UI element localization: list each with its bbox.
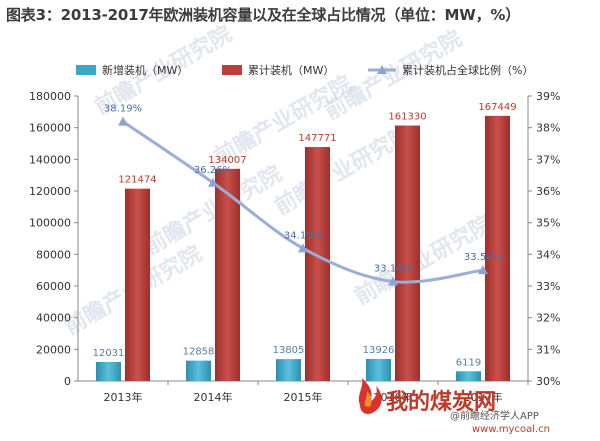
y-right-tick-label: 39% <box>536 90 560 103</box>
data-label-cumulative: 134007 <box>208 155 246 166</box>
y-left-tick-label: 60000 <box>36 280 71 293</box>
line-point <box>298 243 308 253</box>
flame-icon <box>358 378 382 414</box>
bar-cumulative-installed <box>305 147 330 381</box>
legend-label: 累计装机（MW） <box>248 63 334 77</box>
bar-cumulative-installed <box>215 168 240 381</box>
data-label-new: 12031 <box>93 348 125 359</box>
chart-marks: 12031 12858 13805 13926 6119 121474 134007 1477… <box>93 102 517 382</box>
data-label-share: 33.14% <box>374 264 412 275</box>
data-label-new: 6119 <box>456 357 481 368</box>
legend-label: 新增装机（MW） <box>102 63 188 77</box>
y-left-tick-label: 180000 <box>29 90 71 103</box>
source-text: @前瞻经济学人APP <box>450 409 539 422</box>
y-right-tick-label: 36% <box>536 185 560 198</box>
y-right-tick-label: 33% <box>536 280 560 293</box>
legend-marker-share <box>377 65 387 74</box>
data-label-cumulative: 147771 <box>298 133 336 144</box>
brand-name: 我的煤炭网 <box>386 389 496 415</box>
watermark-text: 前瞻产业研究院 <box>270 121 416 221</box>
data-label-cumulative: 121474 <box>118 175 156 186</box>
data-label-share: 38.19% <box>104 104 142 115</box>
y-left-tick-label: 120000 <box>29 185 71 198</box>
data-label-new: 12858 <box>183 347 215 358</box>
chart-title: 图表3：2013-2017年欧洲装机容量以及在全球占比情况（单位：MW，%） <box>6 6 521 24</box>
line-point <box>388 276 398 286</box>
y-left-tick-label: 40000 <box>36 312 71 325</box>
y-right-tick-label: 30% <box>536 375 560 388</box>
x-tick-label: 2016年 <box>374 390 413 404</box>
bar-new-installed <box>456 371 481 381</box>
x-tick-label: 2014年 <box>194 390 233 404</box>
y-right-tick-label: 34% <box>536 248 560 261</box>
legend-label: 累计装机占全球比例（%） <box>402 63 533 77</box>
y-left-tick-label: 140000 <box>29 153 71 166</box>
bar-cumulative-installed <box>395 125 420 381</box>
y-right-tick-label: 37% <box>536 153 560 166</box>
brand-logo: 我的煤炭网 www.mycoal.cn <box>358 378 550 435</box>
y-left-tick-label: 0 <box>64 375 71 388</box>
legend: 新增装机（MW） 累计装机（MW） 累计装机占全球比例（%） <box>76 63 533 77</box>
bar-new-installed <box>96 361 121 381</box>
y-left-tick-label: 100000 <box>29 217 71 230</box>
y-left-tick-label: 20000 <box>36 343 71 356</box>
bar-new-installed <box>276 359 301 381</box>
line-point <box>118 116 128 126</box>
x-tick-label: 2017年 <box>464 390 503 404</box>
bar-new-installed <box>366 358 391 381</box>
data-label-new: 13926 <box>363 345 395 356</box>
data-label-new: 13805 <box>273 345 305 356</box>
y-left-tick-label: 160000 <box>29 122 71 135</box>
brand-url: www.mycoal.cn <box>472 424 550 435</box>
data-label-share: 33.50% <box>464 252 502 263</box>
bar-new-installed <box>186 360 211 381</box>
axes: 0 20000 40000 60000 80000 100000 120000 140000 1… <box>29 90 560 404</box>
x-tick-label: 2015年 <box>284 390 323 404</box>
data-label-share: 34.19% <box>284 230 322 241</box>
bar-cumulative-installed <box>485 115 510 382</box>
x-tick-label: 2013年 <box>104 390 143 404</box>
line-point <box>478 265 488 275</box>
bar-cumulative-installed <box>125 188 150 381</box>
data-label-cumulative: 161330 <box>388 112 426 123</box>
y-right-tick-label: 32% <box>536 312 560 325</box>
y-right-tick-label: 38% <box>536 122 560 135</box>
y-right-tick-label: 31% <box>536 343 560 356</box>
y-right-tick-label: 35% <box>536 217 560 230</box>
data-label-cumulative: 167449 <box>478 102 516 113</box>
data-label-share: 36.26% <box>194 165 232 176</box>
line-point <box>208 177 218 187</box>
y-left-tick-label: 80000 <box>36 248 71 261</box>
legend-swatch-cumulative <box>222 65 242 75</box>
legend-swatch-new <box>76 65 96 75</box>
